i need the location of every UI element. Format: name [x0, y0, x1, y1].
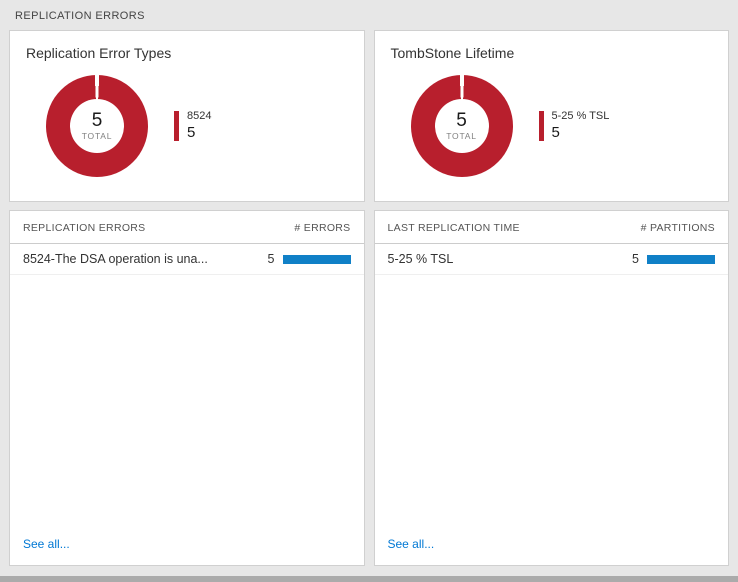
legend-text: 8524 5: [187, 110, 211, 143]
dashboard-grid: Replication Error Types 5 TOTAL 8524 5 T…: [0, 30, 738, 566]
donut-chart: 5 TOTAL: [410, 75, 513, 177]
legend-marker: [538, 111, 544, 141]
column-header-partitions-count: # PARTITIONS: [640, 222, 715, 234]
row-label: 5-25 % TSL: [387, 252, 454, 266]
row-value-bar: [647, 254, 715, 264]
column-header-last-replication-time: LAST REPLICATION TIME: [387, 222, 520, 234]
column-header-errors-count: # ERRORS: [294, 222, 351, 234]
chart-legend: 8524 5: [174, 110, 211, 143]
donut-total-label: TOTAL: [446, 131, 477, 142]
column-header-replication-errors: REPLICATION ERRORS: [23, 222, 146, 234]
donut-hole: 5 TOTAL: [434, 99, 489, 153]
donut-hole: 5 TOTAL: [70, 99, 124, 153]
chart-legend: 5-25 % TSL 5: [538, 110, 610, 143]
chart-body: 5 TOTAL 8524 5: [26, 75, 348, 177]
legend-label: 8524: [187, 109, 212, 122]
chart-title: Replication Error Types: [26, 45, 172, 61]
tombstone-lifetime-tile[interactable]: TombStone Lifetime 5 TOTAL 5-25 % TSL 5: [373, 30, 729, 202]
row-value-bar: [282, 254, 351, 264]
table-row[interactable]: 5-25 % TSL 5: [374, 244, 728, 275]
row-label: 8524-The DSA operation is una...: [23, 252, 208, 266]
row-value: 5: [632, 252, 639, 266]
table-header: REPLICATION ERRORS # ERRORS: [10, 211, 364, 244]
donut-total-value: 5: [456, 109, 467, 131]
row-value: 5: [267, 252, 275, 266]
donut-total-value: 5: [91, 109, 103, 131]
last-replication-time-table: LAST REPLICATION TIME # PARTITIONS 5-25 …: [373, 210, 729, 566]
legend-value: 5: [187, 123, 196, 141]
replication-errors-table: REPLICATION ERRORS # ERRORS 8524-The DSA…: [9, 210, 365, 566]
see-all-link[interactable]: See all...: [23, 537, 70, 551]
donut-chart: 5 TOTAL: [46, 75, 148, 177]
chart-title: TombStone Lifetime: [390, 45, 515, 61]
replication-error-types-tile[interactable]: Replication Error Types 5 TOTAL 8524 5: [9, 30, 365, 202]
window-bottom-edge: [0, 576, 738, 582]
legend-value: 5: [551, 123, 560, 141]
page-title: REPLICATION ERRORS: [15, 10, 145, 22]
donut-total-label: TOTAL: [81, 131, 113, 142]
see-all-container: See all...: [375, 525, 729, 565]
legend-marker: [174, 111, 179, 141]
table-row[interactable]: 8524-The DSA operation is una... 5: [10, 244, 364, 275]
see-all-link[interactable]: See all...: [387, 537, 435, 551]
legend-text: 5-25 % TSL 5: [552, 110, 610, 143]
chart-body: 5 TOTAL 5-25 % TSL 5: [391, 75, 713, 177]
legend-label: 5-25 % TSL: [551, 109, 610, 122]
table-header: LAST REPLICATION TIME # PARTITIONS: [374, 211, 728, 244]
see-all-container: See all...: [10, 525, 364, 565]
